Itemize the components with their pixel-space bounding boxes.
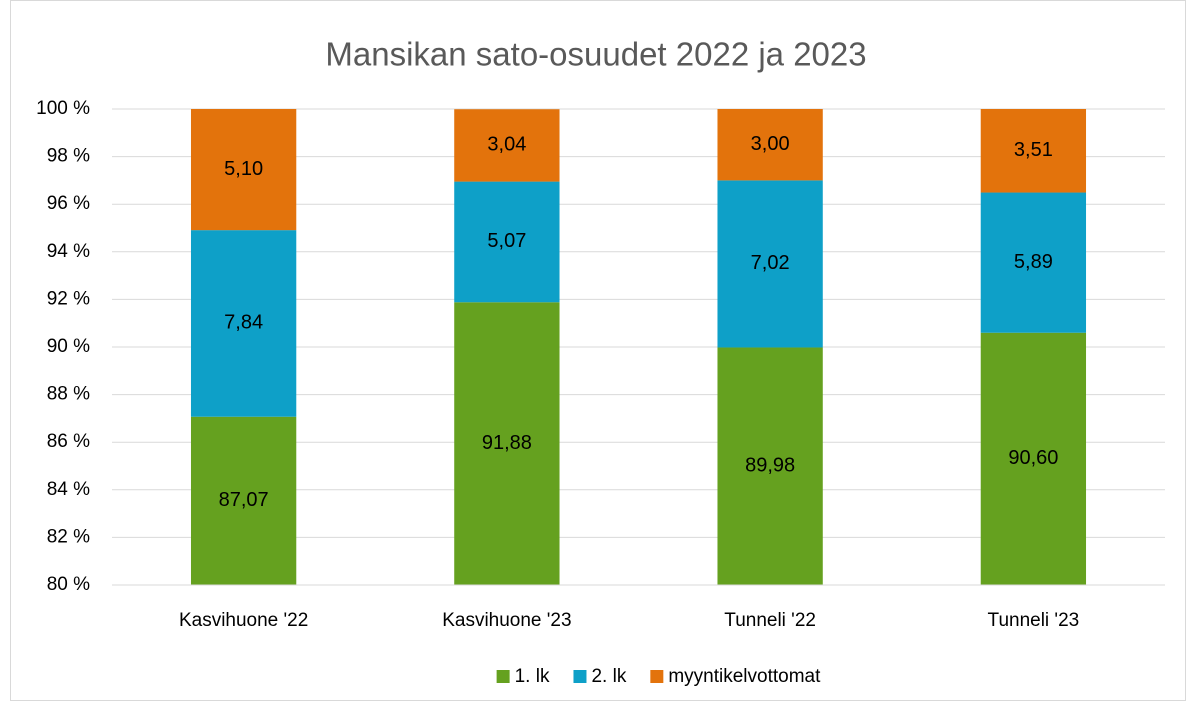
bar-segment (190, 109, 297, 231)
data-label: 5,07 (487, 230, 526, 252)
data-label: 3,51 (1014, 139, 1053, 161)
y-tick-label: 94 % (47, 241, 90, 262)
bar-segment (454, 302, 560, 585)
x-tick-label: Kasvihuone '23 (442, 610, 571, 631)
bar-segment (717, 347, 823, 585)
legend-swatch (650, 670, 664, 683)
bar-segment (980, 109, 1087, 193)
legend-label: 1. lk (515, 666, 550, 687)
data-label: 7,84 (224, 312, 263, 334)
data-label: 7,02 (751, 252, 790, 274)
data-label: 91,88 (482, 432, 532, 454)
y-tick-label: 96 % (47, 193, 90, 214)
bar-segment (190, 230, 297, 417)
y-tick-label: 90 % (47, 336, 90, 357)
legend-swatch (573, 670, 587, 683)
data-label: 90,60 (1008, 447, 1058, 469)
legend-label: myyntikelvottomat (668, 666, 821, 687)
y-tick-label: 92 % (47, 288, 90, 309)
data-label: 5,89 (1014, 251, 1053, 273)
y-tick-label: 82 % (47, 526, 90, 547)
x-tick-label: Kasvihuone '22 (179, 610, 308, 631)
y-tick-label: 100 % (36, 98, 90, 119)
y-tick-label: 86 % (47, 431, 90, 452)
data-label: 3,00 (751, 133, 790, 155)
y-tick-label: 88 % (47, 384, 90, 405)
data-label: 89,98 (745, 455, 795, 477)
x-tick-label: Tunneli '22 (724, 610, 816, 631)
y-tick-label: 80 % (47, 574, 90, 595)
bar-segment (454, 109, 560, 182)
data-label: 5,10 (224, 158, 263, 180)
y-tick-label: 84 % (47, 479, 90, 500)
bar-segment (980, 192, 1087, 333)
legend-label: 2. lk (591, 666, 626, 687)
legend-swatch (496, 670, 510, 683)
x-tick-label: Tunneli '23 (988, 610, 1080, 631)
bar-segment (980, 332, 1087, 585)
chart-title: Mansikan sato-osuudet 2022 ja 2023 (325, 36, 866, 73)
bar-segment (717, 180, 823, 348)
y-tick-label: 98 % (47, 146, 90, 167)
bar-segment (454, 181, 560, 303)
bar-segment (190, 416, 297, 585)
data-label: 3,04 (487, 134, 526, 156)
bar-segment (717, 109, 823, 181)
data-label: 87,07 (219, 489, 269, 511)
